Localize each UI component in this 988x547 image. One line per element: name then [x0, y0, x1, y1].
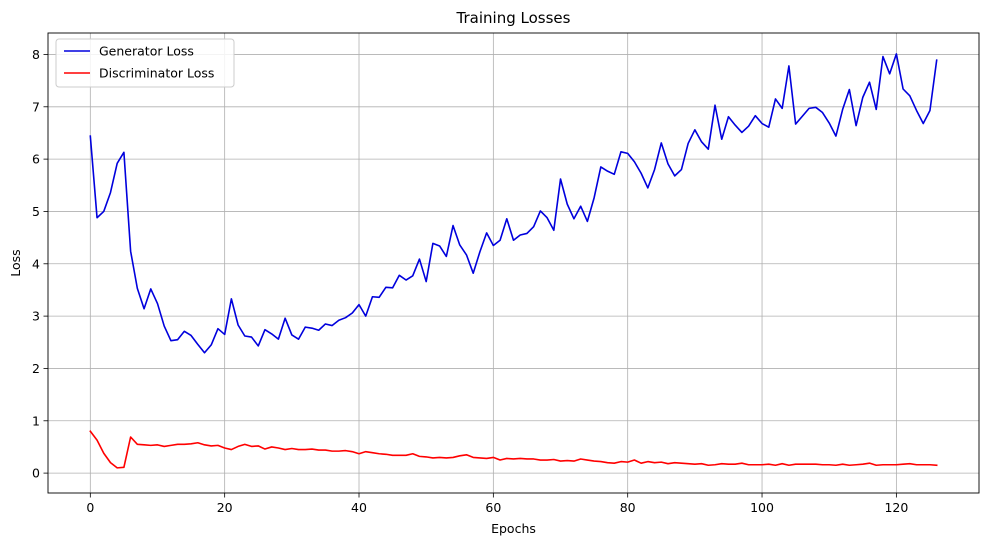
- legend: Generator Loss Discriminator Loss: [55, 38, 235, 88]
- y-tick-label: 1: [32, 413, 40, 428]
- x-tick-label: 40: [351, 500, 367, 515]
- series-layer: [89, 53, 938, 469]
- grid-lines: [48, 33, 979, 493]
- x-tick-label: 80: [620, 500, 636, 515]
- axis-ticks: 0 20 40 60 80 100 120 0 1 2 3 4 5 6 7 8: [32, 47, 908, 515]
- y-tick-label: 7: [32, 99, 40, 114]
- x-tick-label: 20: [217, 500, 233, 515]
- chart-title: Training Losses: [456, 9, 571, 27]
- x-tick-label: 100: [750, 500, 774, 515]
- y-tick-label: 5: [32, 204, 40, 219]
- y-tick-label: 0: [32, 466, 40, 481]
- y-tick-label: 2: [32, 361, 40, 376]
- y-tick-label: 8: [32, 47, 40, 62]
- series-line-generator-loss: [89, 53, 938, 354]
- y-tick-label: 3: [32, 309, 40, 324]
- x-tick-label: 60: [485, 500, 501, 515]
- x-axis-label: Epochs: [491, 521, 536, 536]
- legend-box: [55, 38, 235, 88]
- plot-frame: [47, 32, 980, 494]
- series-line-discriminator-loss: [89, 430, 938, 469]
- x-tick-label: 0: [86, 500, 94, 515]
- x-tick-label: 120: [884, 500, 908, 515]
- legend-label-discriminator-loss: Discriminator Loss: [99, 66, 214, 81]
- y-tick-label: 4: [32, 256, 40, 271]
- y-tick-label: 6: [32, 152, 40, 167]
- y-axis-label: Loss: [8, 249, 23, 276]
- legend-label-generator-loss: Generator Loss: [99, 44, 194, 59]
